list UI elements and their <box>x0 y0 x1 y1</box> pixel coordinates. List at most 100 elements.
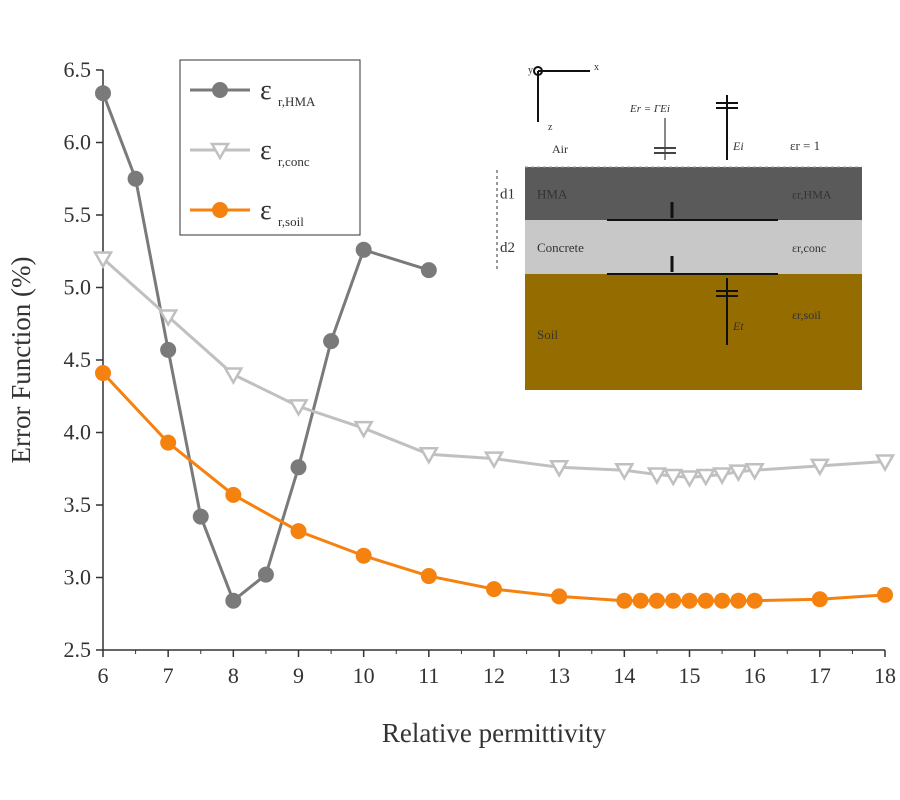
air-permittivity: εr = 1 <box>790 138 820 153</box>
data-point <box>877 586 893 603</box>
x-tick-label: 7 <box>163 663 174 688</box>
data-point <box>665 592 682 609</box>
x-tick-label: 8 <box>228 663 239 688</box>
layer-permittivity: εr,conc <box>792 241 826 255</box>
y-tick-label: 4.0 <box>64 420 92 445</box>
data-point <box>290 459 307 476</box>
data-point <box>632 592 649 609</box>
y-axis-label: Error Function (%) <box>6 257 36 464</box>
data-point <box>728 464 749 483</box>
data-point <box>290 523 307 540</box>
layer-thickness: d1 <box>500 187 515 203</box>
axis-y-label: y <box>528 65 533 76</box>
data-point <box>355 547 372 564</box>
data-point <box>92 251 114 270</box>
air-label: Air <box>552 142 568 156</box>
legend-label: ε <box>260 75 272 106</box>
axis-z-label: z <box>548 122 553 133</box>
data-point <box>711 467 733 486</box>
layer-name: Soil <box>537 327 558 342</box>
data-point <box>95 365 111 382</box>
x-tick-label: 10 <box>353 663 375 688</box>
data-point <box>616 592 633 609</box>
layer-thickness: d2 <box>500 240 515 256</box>
legend-label-subscript: r,soil <box>278 214 304 229</box>
x-tick-label: 13 <box>548 663 570 688</box>
layer-hma <box>525 167 862 220</box>
data-point <box>223 367 244 386</box>
x-tick-label: 12 <box>483 663 505 688</box>
data-point <box>695 468 716 487</box>
y-tick-label: 4.5 <box>64 347 92 372</box>
data-point <box>614 462 635 481</box>
data-point <box>744 462 765 481</box>
data-point <box>663 468 684 487</box>
layer-concrete <box>525 220 862 274</box>
layer-permittivity: εr,soil <box>792 308 822 322</box>
data-point <box>679 470 700 488</box>
y-tick-label: 6.0 <box>64 130 92 155</box>
y-tick-label: 3.0 <box>64 565 92 590</box>
y-tick-label: 6.5 <box>64 57 92 82</box>
y-tick-label: 5.0 <box>64 275 92 300</box>
series-r-soil <box>95 365 893 609</box>
x-tick-label: 11 <box>418 663 439 688</box>
legend-label: ε <box>260 135 272 166</box>
data-point <box>225 486 242 503</box>
transmitted-label: Et <box>732 319 744 333</box>
incident-label: Ei <box>732 139 744 153</box>
layer-name: HMA <box>537 187 568 202</box>
data-point <box>811 591 828 608</box>
data-point <box>746 592 763 609</box>
series-r-hma <box>95 85 437 609</box>
series-r-conc <box>92 251 896 488</box>
data-point <box>420 262 437 279</box>
axis-x-label: x <box>594 62 599 73</box>
data-point <box>551 588 568 605</box>
data-point <box>483 451 505 470</box>
data-point <box>486 581 502 598</box>
data-point <box>874 454 896 473</box>
data-point <box>160 434 177 451</box>
legend-marker <box>212 202 228 218</box>
data-point <box>420 568 437 585</box>
data-point <box>714 592 731 609</box>
data-point <box>257 566 274 583</box>
legend-marker <box>209 142 231 161</box>
x-axis-label: Relative permittivity <box>382 718 607 748</box>
legend-label-subscript: r,HMA <box>278 94 316 109</box>
data-point <box>648 592 665 609</box>
inset-diagram: HMA εr,HMA d1 Concrete εr,conc d2 Soil εr,soil y… <box>496 62 862 390</box>
x-tick-label: 9 <box>293 663 304 688</box>
series-line <box>101 92 430 604</box>
data-point <box>225 592 242 609</box>
x-tick-label: 15 <box>679 663 701 688</box>
y-tick-label: 3.5 <box>64 492 92 517</box>
reflected-label: Er = ΓEi <box>629 103 670 115</box>
data-point <box>809 458 830 477</box>
y-tick-label: 2.5 <box>64 637 92 662</box>
x-tick-label: 16 <box>744 663 766 688</box>
data-point <box>288 399 309 417</box>
legend-label-subscript: r,conc <box>278 154 310 169</box>
data-point <box>549 460 570 478</box>
data-point <box>646 467 668 486</box>
data-point <box>127 170 144 187</box>
x-tick-label: 17 <box>809 663 831 688</box>
x-tick-label: 14 <box>613 663 635 688</box>
layer-name: Concrete <box>537 240 584 255</box>
y-tick-label: 5.5 <box>64 202 92 227</box>
layer-soil <box>525 274 862 390</box>
legend-marker <box>212 82 228 98</box>
data-point <box>730 592 747 609</box>
data-point <box>353 420 374 439</box>
layer-permittivity: εr,HMA <box>792 188 832 202</box>
data-point <box>158 309 179 328</box>
data-point <box>681 592 698 609</box>
data-point <box>160 341 177 358</box>
data-point <box>323 333 340 350</box>
data-point <box>697 592 714 609</box>
legend-label: ε <box>260 195 272 226</box>
x-tick-label: 6 <box>98 663 109 688</box>
